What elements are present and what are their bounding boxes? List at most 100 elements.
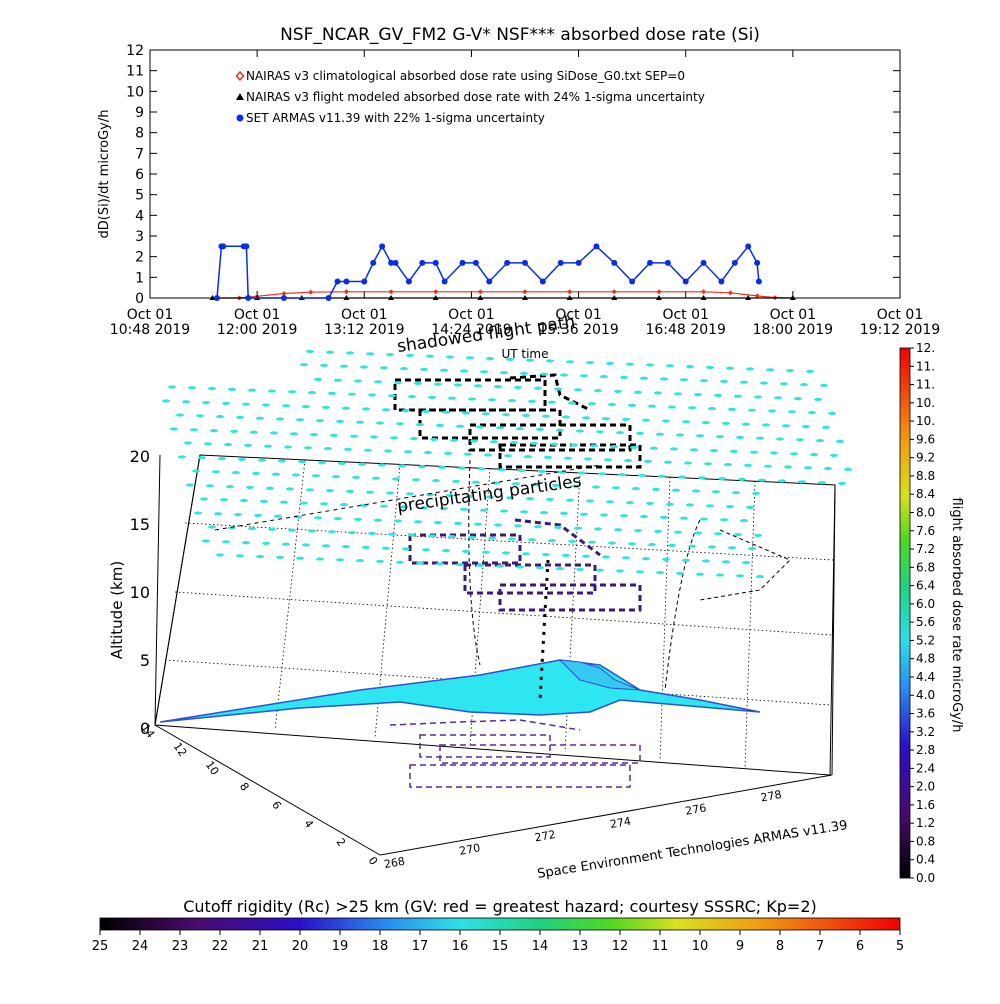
particle-mark [358, 462, 366, 466]
particle-mark [316, 557, 324, 561]
particle-mark [694, 531, 702, 535]
particle-mark [170, 427, 178, 431]
particle-mark [362, 545, 370, 550]
particle-mark [348, 392, 356, 396]
particle-mark [738, 477, 746, 481]
colorbar-tick-label: 25 [92, 939, 109, 954]
particle-mark [546, 359, 554, 363]
particle-mark [656, 432, 664, 436]
particle-mark [596, 430, 604, 434]
particle-mark [664, 460, 672, 464]
particle-mark [210, 429, 218, 433]
colorbar-tick-label: 1.6 [916, 798, 935, 812]
particle-mark [508, 399, 516, 403]
particle-mark [482, 550, 490, 554]
data-point [701, 289, 707, 295]
particle-mark [568, 539, 576, 544]
particle-mark [434, 521, 442, 525]
particle-mark [586, 361, 594, 365]
colorbar-tick-label: 4.4 [916, 670, 935, 684]
particle-mark [318, 461, 326, 465]
particle-mark [334, 517, 342, 521]
particle-mark [500, 509, 508, 513]
particle-mark [384, 449, 392, 453]
particle-mark [404, 450, 412, 454]
particle-mark [432, 479, 440, 483]
particle-mark [304, 446, 312, 450]
particle-mark [634, 529, 642, 533]
data-point [388, 259, 395, 266]
particle-mark [592, 485, 600, 489]
particle-mark [324, 447, 332, 451]
particle-mark [744, 463, 752, 467]
x-tick-label-time: 15:36 2019 [538, 322, 618, 338]
particle-mark [418, 465, 426, 469]
particle-mark [602, 555, 610, 559]
particle-mark [262, 403, 270, 407]
particle-mark [198, 456, 206, 460]
particle-mark [444, 451, 452, 455]
particle-mark [288, 528, 296, 532]
ground-cutoff-map [159, 659, 761, 723]
particle-mark [218, 457, 226, 461]
annotation-precipitating-particles: precipitating particles [396, 471, 583, 517]
particle-mark [416, 423, 424, 427]
precipitating-particle-field [162, 349, 852, 579]
legend-entry: NAIRAS v3 climatological absorbed dose r… [246, 69, 685, 83]
particle-mark [726, 366, 734, 370]
particle-mark [562, 415, 570, 419]
data-point [419, 259, 426, 266]
data-point [477, 289, 483, 295]
particle-mark [314, 516, 322, 520]
particle-mark [688, 544, 696, 548]
particle-mark [522, 413, 530, 417]
particle-mark [332, 475, 340, 479]
particle-mark [520, 371, 528, 375]
dose-rate-colorbar: 0.0 0.4 0.8 1.2 1.6 2.0 2.4 2.8 3.2 3.6 4.0 4.4 4.8 5… [899, 341, 964, 885]
annotation-credit: Space Environment Technologies ARMAS v11… [536, 818, 848, 882]
particle-mark [196, 414, 204, 418]
particle-mark [440, 507, 448, 511]
particle-mark [820, 383, 828, 387]
particle-mark [588, 540, 596, 544]
particle-mark [402, 409, 410, 413]
ground-cutoff-map-detail [558, 659, 641, 691]
y-tick-label: 3 [135, 229, 144, 245]
particle-mark [646, 363, 654, 367]
data-point [392, 259, 399, 266]
data-point [647, 259, 653, 266]
latitude-tick-label: 0 [366, 854, 381, 867]
particle-mark [382, 546, 390, 550]
colorbar-tick-label: 9.6 [916, 432, 935, 446]
colorbar-tick-label: 5 [896, 939, 904, 954]
particle-mark [690, 448, 698, 452]
particle-mark [460, 507, 468, 511]
particle-mark [602, 417, 610, 421]
particle-mark [534, 386, 542, 390]
particle-mark [660, 377, 668, 381]
particle-mark [468, 535, 476, 540]
particle-mark [582, 416, 590, 420]
x-tick-label-date: Oct 01 [341, 307, 387, 323]
particle-mark [512, 482, 520, 486]
y-tick-label: 11 [126, 64, 144, 80]
particle-mark [678, 475, 686, 479]
particle-mark [798, 480, 806, 484]
data-point [566, 295, 573, 300]
particle-mark [596, 568, 604, 572]
particle-mark [350, 434, 358, 438]
data-point [655, 295, 662, 300]
particle-mark [676, 433, 684, 437]
particle-mark [424, 451, 432, 455]
particle-mark [256, 416, 264, 420]
particle-mark [502, 551, 510, 555]
particle-mark [628, 542, 636, 546]
x-tick-label-date: Oct 01 [448, 307, 494, 323]
particle-mark [266, 486, 274, 490]
particle-mark [572, 484, 580, 488]
data-point [593, 243, 600, 250]
longitude-tick-label: 276 [684, 801, 707, 817]
particle-mark [696, 572, 704, 576]
